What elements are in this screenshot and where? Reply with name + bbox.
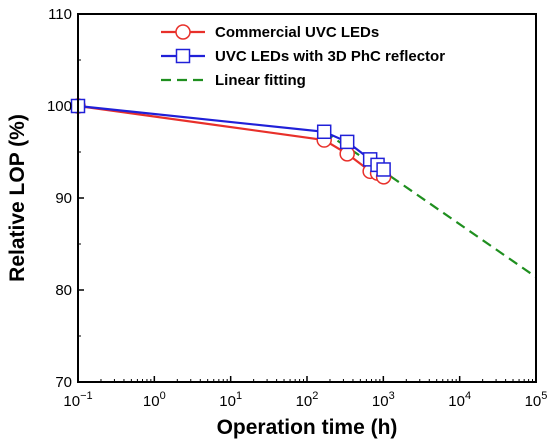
series-1 xyxy=(70,98,391,177)
legend-item: Commercial UVC LEDs xyxy=(161,24,379,41)
plot-series xyxy=(70,98,537,279)
y-axis-title: Relative LOP (%) xyxy=(6,114,29,282)
data-point-circle xyxy=(175,24,191,40)
data-point-square xyxy=(316,124,332,140)
data-point-square xyxy=(339,134,355,150)
x-tick-label: 101 xyxy=(219,390,242,410)
x-tick-label: 100 xyxy=(143,390,166,410)
series-line xyxy=(77,104,385,171)
x-tick-label: 103 xyxy=(372,390,395,410)
y-tick-label: 80 xyxy=(55,282,72,299)
legend-item: Linear fitting xyxy=(161,72,306,89)
y-tick-label: 70 xyxy=(55,374,72,391)
legend-label: Commercial UVC LEDs xyxy=(215,24,379,41)
plot-frame xyxy=(77,13,537,383)
y-tick-label: 110 xyxy=(48,6,72,23)
x-tick-label: 105 xyxy=(525,390,548,410)
x-tick-label: 104 xyxy=(448,390,471,410)
legend-item: UVC LEDs with 3D PhC reflector xyxy=(161,48,445,65)
x-tick-label: 102 xyxy=(296,390,319,410)
data-point-square xyxy=(376,162,391,177)
x-tick-label: 10−1 xyxy=(63,390,92,410)
legend-label: Linear fitting xyxy=(215,72,306,89)
legend-label: UVC LEDs with 3D PhC reflector xyxy=(215,48,445,65)
y-tick-label: 100 xyxy=(47,98,72,115)
legend: Commercial UVC LEDs UVC LEDs with 3D PhC … xyxy=(161,24,445,89)
tick-labels: 70 80 90 100 110 10−1 100 101 102 103 104 105 xyxy=(47,6,547,410)
data-point-square xyxy=(175,48,191,64)
x-axis-title: Operation time (h) xyxy=(217,416,398,439)
series-2 xyxy=(323,130,537,279)
y-tick-label: 90 xyxy=(55,190,72,207)
series-line xyxy=(323,130,537,279)
